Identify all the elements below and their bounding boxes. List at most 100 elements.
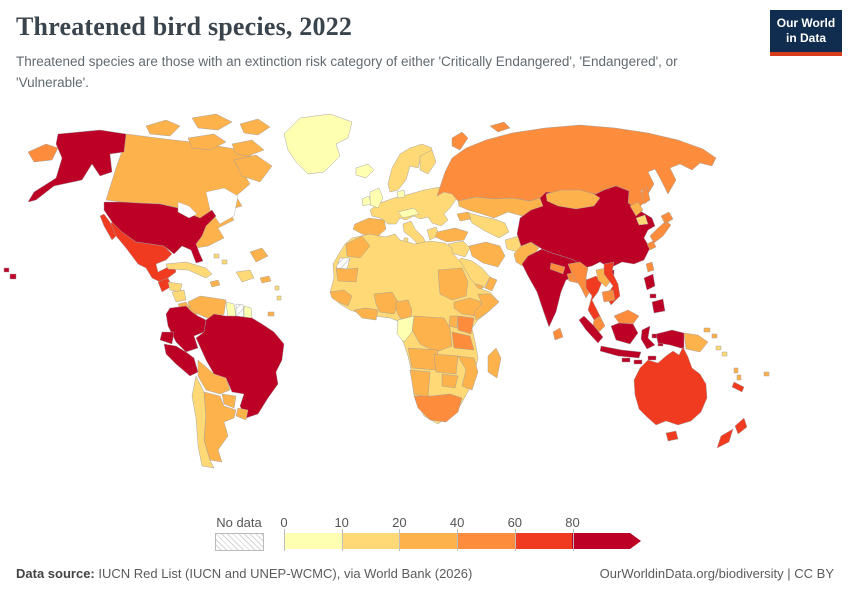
country-turkey[interactable] bbox=[434, 227, 469, 243]
country-tanzania[interactable] bbox=[451, 331, 475, 351]
legend-tick-label: 20 bbox=[392, 515, 407, 530]
country-iceland[interactable] bbox=[355, 163, 375, 179]
country-mauritania[interactable] bbox=[335, 267, 359, 283]
country-finland[interactable] bbox=[419, 149, 437, 175]
country-alaska[interactable] bbox=[27, 129, 127, 203]
owid-logo[interactable]: Our World in Data bbox=[770, 10, 842, 56]
country-south-korea[interactable] bbox=[635, 214, 649, 226]
country-senegal-guinea[interactable] bbox=[329, 289, 353, 307]
country-hispaniola[interactable] bbox=[235, 269, 255, 283]
country-philippines[interactable] bbox=[643, 273, 666, 314]
country-malaysia-borneo[interactable] bbox=[613, 309, 640, 325]
country-dr-congo[interactable] bbox=[411, 315, 453, 353]
country-french-guiana[interactable] bbox=[243, 305, 253, 319]
country-brazil[interactable] bbox=[195, 313, 285, 419]
country-iberia[interactable] bbox=[352, 217, 387, 239]
legend-bin-40-60[interactable] bbox=[457, 533, 515, 549]
country-ireland[interactable] bbox=[361, 195, 372, 207]
country-indonesia-kalimantan[interactable] bbox=[610, 322, 639, 345]
country-gabon-congo[interactable] bbox=[396, 315, 415, 343]
data-source-note: Data source: IUCN Red List (IUCN and UNE… bbox=[16, 566, 472, 581]
country-colombia[interactable] bbox=[165, 305, 207, 353]
country-angola[interactable] bbox=[407, 347, 439, 371]
country-iran[interactable] bbox=[468, 241, 506, 268]
country-oman[interactable] bbox=[484, 276, 498, 292]
country-indonesia-sulawesi[interactable] bbox=[640, 325, 656, 350]
country-paraguay[interactable] bbox=[221, 393, 237, 409]
country-europe-main[interactable] bbox=[369, 186, 458, 227]
country-puerto-rico[interactable] bbox=[259, 275, 272, 284]
country-russia-chukotka[interactable] bbox=[27, 143, 59, 163]
legend-bin-20-40[interactable] bbox=[399, 533, 458, 549]
country-zambia[interactable] bbox=[433, 353, 459, 375]
country-solomon-islands[interactable] bbox=[715, 345, 728, 357]
legend-no-data-swatch[interactable] bbox=[215, 533, 264, 551]
country-indonesia-lesser-sunda[interactable] bbox=[621, 333, 664, 365]
country-caucasus[interactable] bbox=[456, 211, 472, 222]
country-china[interactable] bbox=[516, 185, 656, 269]
country-cuba[interactable] bbox=[165, 261, 213, 279]
legend-tick-label: 60 bbox=[507, 515, 523, 530]
country-trinidad[interactable] bbox=[267, 311, 275, 317]
country-denmark[interactable] bbox=[396, 189, 406, 199]
legend-bin-10-20[interactable] bbox=[341, 533, 400, 549]
country-japan[interactable] bbox=[646, 211, 674, 251]
country-mongolia[interactable] bbox=[545, 189, 601, 210]
country-mozambique[interactable] bbox=[457, 355, 479, 391]
country-mexico-baja[interactable] bbox=[99, 213, 117, 241]
country-vanuatu[interactable] bbox=[733, 367, 742, 381]
country-canada-newfoundland[interactable] bbox=[249, 247, 269, 263]
country-jamaica[interactable] bbox=[209, 279, 221, 288]
country-australia[interactable] bbox=[633, 346, 708, 426]
country-ivory-ghana[interactable] bbox=[353, 307, 379, 321]
country-bahamas[interactable] bbox=[213, 253, 228, 265]
legend-bin-80+[interactable] bbox=[572, 533, 631, 549]
owid-link[interactable]: OurWorldinData.org/biodiversity | CC BY bbox=[599, 566, 834, 581]
country-taiwan[interactable] bbox=[645, 261, 655, 273]
legend-bin-0-10[interactable] bbox=[284, 533, 342, 549]
country-suriname[interactable] bbox=[235, 303, 245, 318]
country-russia-sakhalin[interactable] bbox=[641, 186, 651, 205]
country-bolivia[interactable] bbox=[197, 359, 231, 395]
country-madagascar[interactable] bbox=[487, 347, 502, 379]
country-ecuador[interactable] bbox=[159, 331, 175, 345]
owid-logo-line2: in Data bbox=[785, 31, 826, 45]
country-namibia[interactable] bbox=[409, 369, 431, 399]
country-north-korea[interactable] bbox=[629, 201, 644, 217]
country-usa-hawaii[interactable] bbox=[3, 267, 17, 280]
country-greenland[interactable] bbox=[283, 113, 353, 175]
legend-bin-60-80[interactable] bbox=[514, 533, 573, 549]
country-indonesia-sumatra[interactable] bbox=[578, 315, 604, 344]
country-thailand[interactable] bbox=[585, 275, 603, 321]
country-cambodia[interactable] bbox=[601, 289, 616, 303]
country-tasmania[interactable] bbox=[665, 430, 679, 442]
country-argentina[interactable] bbox=[203, 391, 237, 463]
country-venezuela[interactable] bbox=[187, 295, 227, 321]
country-zimbabwe[interactable] bbox=[441, 373, 459, 389]
country-south-africa[interactable] bbox=[413, 393, 463, 423]
country-new-zealand[interactable] bbox=[716, 417, 748, 449]
country-indonesia-java[interactable] bbox=[599, 345, 642, 359]
country-new-caledonia[interactable] bbox=[731, 381, 745, 393]
country-russia-novaya-zemlya[interactable] bbox=[451, 121, 511, 151]
country-nepal[interactable] bbox=[549, 262, 566, 275]
legend-tick-line bbox=[341, 529, 343, 551]
country-canada-arctic-islands[interactable] bbox=[145, 113, 273, 183]
country-kenya[interactable] bbox=[457, 315, 475, 335]
country-guyana[interactable] bbox=[225, 301, 237, 319]
legend-tick-label: 80 bbox=[565, 515, 580, 530]
country-central-asia[interactable] bbox=[465, 211, 510, 239]
country-papua-new-guinea[interactable] bbox=[683, 327, 718, 353]
country-sudan[interactable] bbox=[437, 267, 469, 301]
country-uganda[interactable] bbox=[448, 315, 459, 329]
country-alps-region[interactable] bbox=[397, 207, 420, 219]
country-somalia[interactable] bbox=[473, 293, 500, 321]
country-nigeria[interactable] bbox=[373, 291, 399, 315]
country-lesser-antilles[interactable] bbox=[274, 285, 282, 301]
country-sri-lanka[interactable] bbox=[552, 327, 564, 341]
country-nicaragua[interactable] bbox=[171, 289, 187, 303]
country-fiji[interactable] bbox=[763, 371, 770, 377]
country-malaysia-peninsula[interactable] bbox=[592, 315, 606, 333]
country-uruguay[interactable] bbox=[235, 407, 249, 421]
country-morocco[interactable] bbox=[345, 235, 371, 259]
